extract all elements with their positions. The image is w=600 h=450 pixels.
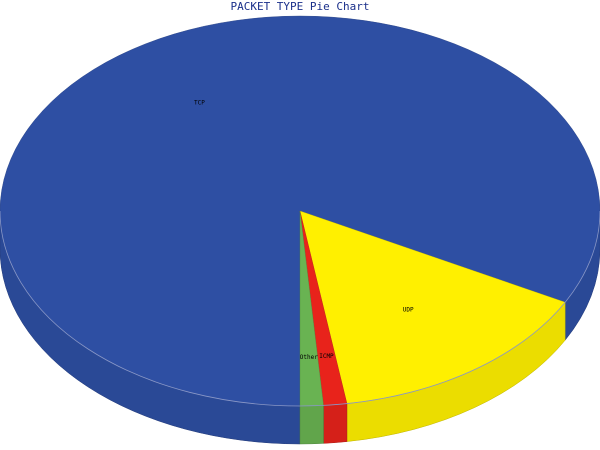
- pie-sides: [0, 210, 600, 445]
- slice-label-icmp: ICMP: [319, 353, 334, 360]
- slice-label-udp: UDP: [403, 306, 414, 313]
- slice-side-icmp: [323, 403, 348, 444]
- slice-label-other: Other: [300, 354, 318, 361]
- slice-label-tcp: TCP: [194, 99, 205, 106]
- chart-title: PACKET TYPE Pie Chart: [230, 0, 370, 13]
- pie-tops: [0, 15, 600, 407]
- pie-rim: [0, 210, 600, 407]
- slice-side-other: [299, 405, 324, 445]
